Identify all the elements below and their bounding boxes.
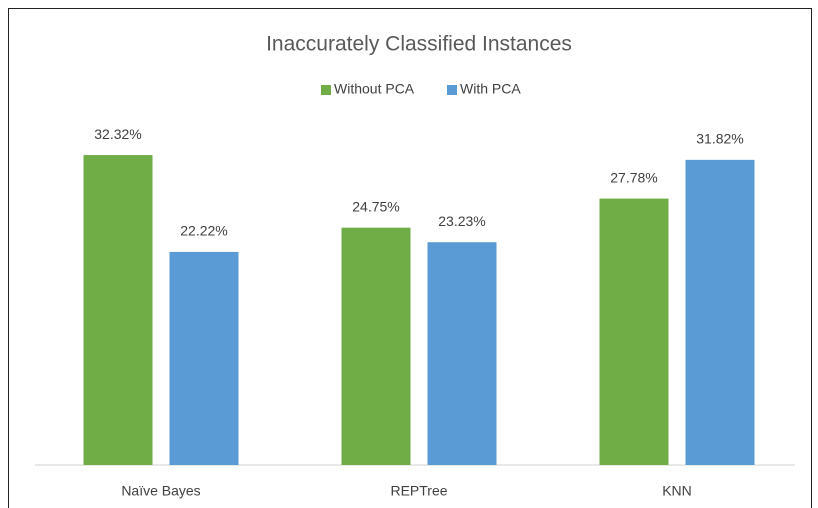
bar	[427, 242, 497, 465]
chart-title: Inaccurately Classified Instances	[266, 33, 572, 56]
x-tick-label: REPTree	[390, 483, 447, 499]
data-label: 24.75%	[352, 198, 399, 214]
bar	[685, 159, 755, 466]
x-tick-label: KNN	[662, 483, 692, 499]
bar	[169, 251, 239, 465]
x-tick-label: Naïve Bayes	[121, 483, 200, 499]
data-label: 27.78%	[610, 169, 657, 185]
legend-label: Without PCA	[334, 81, 415, 97]
data-label: 32.32%	[94, 126, 141, 142]
data-label: 22.22%	[180, 223, 227, 239]
bar	[599, 198, 669, 466]
bar	[341, 227, 411, 465]
legend-swatch	[447, 85, 457, 95]
legend-swatch	[321, 85, 331, 95]
bar	[83, 155, 153, 465]
data-label: 23.23%	[438, 213, 485, 229]
data-label: 31.82%	[696, 131, 743, 147]
legend-label: With PCA	[460, 81, 521, 97]
